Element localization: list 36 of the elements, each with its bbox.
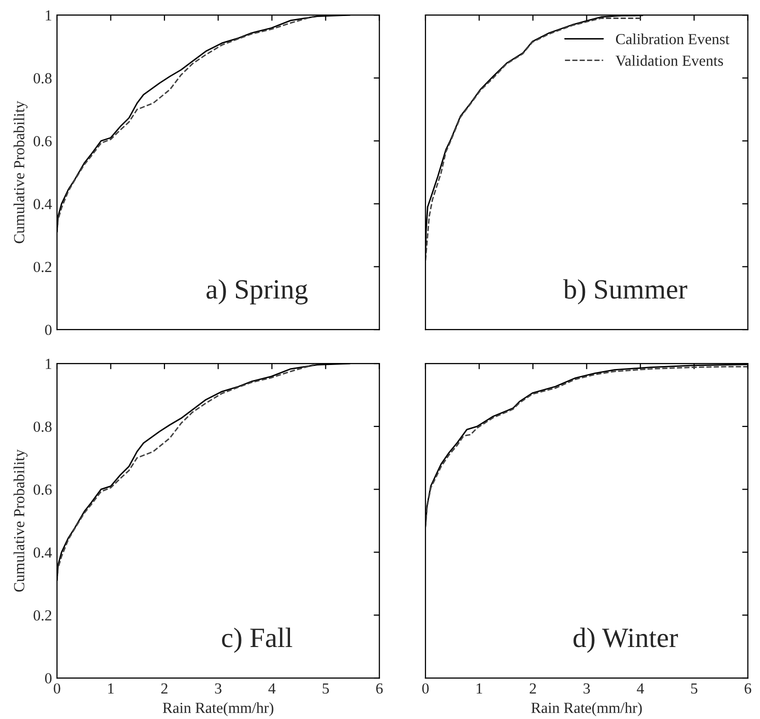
x-axis-title: Rain Rate(mm/hr): [531, 702, 642, 716]
y-tick-label: 0: [45, 324, 52, 336]
annotation: b) Summer: [563, 279, 688, 304]
annotation: a) Spring: [206, 279, 308, 304]
x-tick-label: 0: [54, 683, 60, 694]
x-tick-label: 1: [476, 683, 482, 694]
y-tick-label: 0.8: [34, 73, 52, 84]
x-tick-label: 3: [215, 683, 222, 694]
y-tick-label: 0.2: [34, 610, 52, 621]
x-tick-label: 1: [108, 683, 114, 694]
y-tick-label: 0.4: [34, 198, 52, 210]
annotation: d) Winter: [574, 628, 678, 653]
y-tick-label: 0.4: [34, 547, 52, 558]
x-tick-label: 3: [584, 683, 590, 694]
x-tick-label: 4: [636, 683, 644, 694]
y-tick-label: 0: [45, 673, 52, 684]
x-axis-title: Rain Rate(mm/hr): [162, 702, 274, 716]
x-tick-label: 2: [161, 683, 168, 694]
y-tick-label: 1: [46, 358, 52, 369]
x-tick-label: 6: [744, 683, 752, 694]
y-tick-label: 1: [46, 10, 52, 20]
y-tick-label: 0.8: [34, 422, 52, 432]
x-tick-label: 0: [422, 683, 429, 694]
y-tick-label: 0.2: [34, 262, 52, 272]
x-tick-label: 4: [268, 683, 276, 694]
y-tick-label: 0.6: [34, 484, 52, 495]
legend-label: Validation Events: [616, 55, 724, 66]
x-tick-label: 5: [322, 683, 329, 694]
annotation: c) Fall: [222, 628, 292, 653]
x-tick-label: 6: [376, 683, 383, 694]
y-tick-label: 0.6: [34, 136, 52, 146]
y-axis-title: Cumulative Probability: [14, 449, 28, 592]
x-tick-label: 5: [691, 683, 698, 694]
x-tick-label: 2: [530, 683, 536, 694]
y-axis-title: Cumulative Probability: [14, 100, 28, 244]
legend-label: Calibration Evenst: [616, 34, 730, 44]
